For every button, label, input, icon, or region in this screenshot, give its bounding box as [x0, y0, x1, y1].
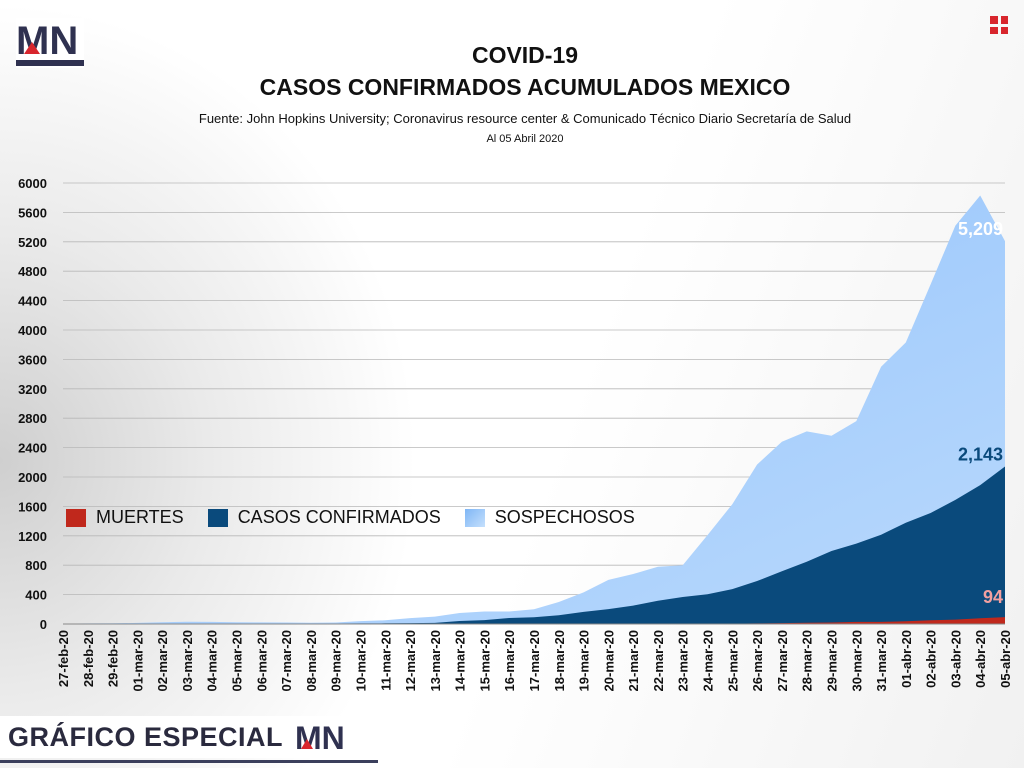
x-tick-label: 11-mar-20	[378, 630, 393, 691]
x-tick-label: 14-mar-20	[453, 630, 468, 691]
x-tick-label: 31-mar-20	[874, 630, 889, 691]
data-label-sospechosos: 5,209	[958, 219, 1003, 239]
mn-footer-logo-icon: MN	[295, 722, 345, 752]
legend-item-confirmados: CASOS CONFIRMADOS	[207, 507, 441, 528]
x-tick-label: 07-mar-20	[279, 630, 294, 691]
chart-title: COVID-19	[471, 42, 579, 68]
y-tick-label: 4000	[18, 323, 47, 338]
x-tick-label: 04-mar-20	[205, 630, 220, 691]
x-tick-label: 01-abr-20	[899, 630, 914, 688]
y-tick-label: 400	[25, 588, 47, 603]
x-tick-label: 12-mar-20	[403, 630, 418, 691]
x-tick-label: 01-mar-20	[130, 630, 145, 691]
x-tick-label: 16-mar-20	[502, 630, 517, 691]
x-tick-label: 30-mar-20	[849, 630, 864, 691]
date-note: Al 05 Abril 2020	[486, 133, 564, 145]
x-tick-label: 29-mar-20	[824, 630, 839, 691]
area-casos-confirmados	[63, 466, 1005, 624]
x-tick-label: 17-mar-20	[527, 630, 542, 691]
chart-subtitle: CASOS CONFIRMADOS ACUMULADOS MEXICO	[259, 74, 791, 100]
y-tick-label: 2000	[18, 470, 47, 485]
x-tick-label: 24-mar-20	[701, 630, 716, 691]
y-tick-label: 3200	[18, 382, 47, 397]
x-tick-label: 28-feb-20	[81, 630, 96, 687]
y-tick-label: 5200	[18, 235, 47, 250]
y-tick-label: 5600	[18, 205, 47, 220]
footer-label: GRÁFICO ESPECIAL	[8, 721, 284, 752]
legend-label-sospechosos: SOSPECHOSOS	[494, 507, 635, 527]
x-tick-label: 26-mar-20	[750, 630, 765, 691]
x-tick-label: 28-mar-20	[800, 630, 815, 691]
x-tick-label: 06-mar-20	[254, 630, 269, 691]
x-tick-label: 29-feb-20	[106, 630, 121, 687]
x-tick-label: 09-mar-20	[329, 630, 344, 691]
x-tick-label: 03-mar-20	[180, 630, 195, 691]
grid-menu-icon[interactable]	[990, 16, 1008, 34]
x-tick-label: 27-mar-20	[775, 630, 790, 691]
y-tick-label: 6000	[18, 176, 47, 191]
svg-text:MN: MN	[16, 19, 78, 63]
x-tick-label: 19-mar-20	[577, 630, 592, 691]
x-tick-label: 05-mar-20	[230, 630, 245, 691]
x-tick-label: 04-abr-20	[973, 630, 988, 688]
x-tick-label: 02-mar-20	[155, 630, 170, 691]
background-shade	[0, 0, 420, 768]
legend-swatch-sospechosos	[464, 508, 485, 527]
x-tick-label: 20-mar-20	[601, 630, 616, 691]
legend-swatch-confirmados	[207, 508, 228, 527]
x-tick-label: 05-abr-20	[998, 630, 1013, 688]
y-tick-label: 800	[25, 558, 47, 573]
x-tick-label: 18-mar-20	[552, 630, 567, 691]
x-tick-label: 15-mar-20	[477, 630, 492, 691]
data-label-muertes: 94	[983, 587, 1003, 607]
mn-logo-icon: MN	[16, 18, 84, 68]
legend-label-muertes: MUERTES	[96, 507, 184, 527]
legend-swatch-muertes	[66, 508, 86, 527]
y-tick-label: 3600	[18, 352, 47, 367]
x-tick-label: 23-mar-20	[676, 630, 691, 691]
x-tick-label: 13-mar-20	[428, 630, 443, 691]
area-muertes	[63, 617, 1005, 624]
data-label-casos-confirmados: 2,143	[958, 444, 1003, 464]
y-tick-label: 0	[40, 617, 47, 632]
source-note: Fuente: John Hopkins University; Coronav…	[198, 111, 852, 126]
y-tick-label: 4800	[18, 264, 47, 279]
y-tick-label: 1200	[18, 529, 47, 544]
chart-legend: MUERTES CASOS CONFIRMADOS SOSPECHOSOS	[66, 507, 659, 528]
footer-underline	[0, 760, 378, 763]
y-tick-label: 2800	[18, 411, 47, 426]
y-tick-label: 4400	[18, 294, 47, 309]
x-tick-label: 22-mar-20	[651, 630, 666, 691]
y-tick-label: 2400	[18, 441, 47, 456]
x-tick-label: 03-abr-20	[948, 630, 963, 688]
x-tick-label: 10-mar-20	[353, 630, 368, 691]
x-tick-label: 02-abr-20	[924, 630, 939, 688]
x-tick-label: 08-mar-20	[304, 630, 319, 691]
y-tick-label: 1600	[18, 499, 47, 514]
area-sospechosos	[63, 195, 1005, 624]
x-tick-label: 21-mar-20	[626, 630, 641, 691]
x-tick-label: 25-mar-20	[725, 630, 740, 691]
x-tick-label: 27-feb-20	[56, 630, 71, 687]
legend-item-muertes: MUERTES	[66, 507, 184, 528]
legend-label-confirmados: CASOS CONFIRMADOS	[237, 507, 441, 527]
legend-item-sospechosos: SOSPECHOSOS	[464, 507, 635, 528]
footer-banner: GRÁFICO ESPECIAL MN	[0, 716, 378, 758]
